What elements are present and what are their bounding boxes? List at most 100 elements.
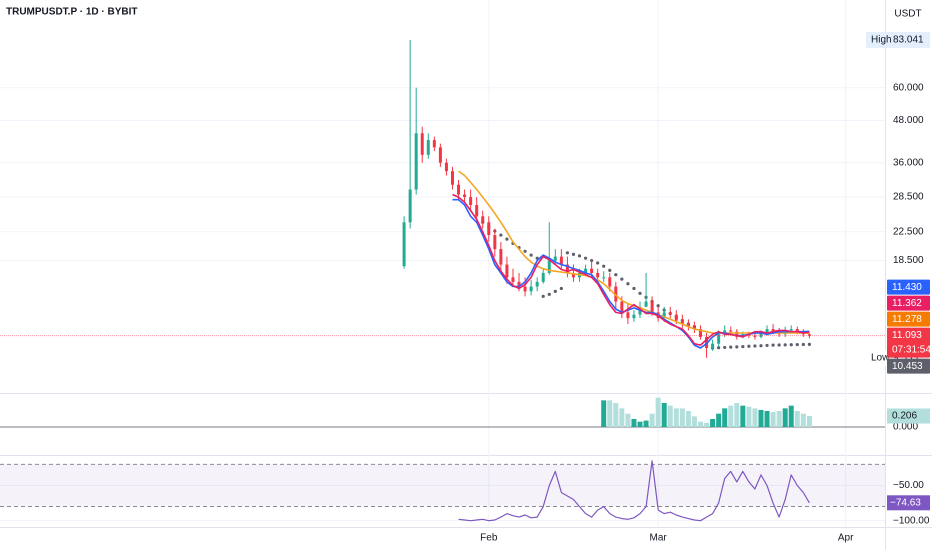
candle-body bbox=[735, 331, 739, 337]
price-tag-label: 11.430 bbox=[892, 282, 922, 293]
candle-body bbox=[523, 286, 527, 292]
volume-bar bbox=[649, 413, 655, 427]
psar-dot bbox=[632, 286, 636, 291]
volume-tag-box bbox=[887, 408, 930, 424]
volume-bar bbox=[710, 419, 716, 427]
candle-body bbox=[402, 222, 406, 267]
price-tag-box bbox=[887, 279, 930, 295]
candle-body bbox=[711, 343, 715, 349]
x-tick-label: Feb bbox=[480, 533, 498, 544]
volume-bar bbox=[619, 408, 625, 427]
candle-body bbox=[674, 314, 678, 321]
candle-body bbox=[438, 147, 442, 163]
candle-body bbox=[463, 194, 467, 198]
candle-body bbox=[626, 312, 630, 319]
candle-body bbox=[620, 301, 624, 313]
psar-dot bbox=[765, 343, 769, 348]
candle-body bbox=[541, 272, 545, 282]
candle-body bbox=[499, 249, 503, 265]
volume-bar bbox=[782, 408, 788, 427]
candle-body bbox=[807, 334, 811, 336]
psar-dot bbox=[783, 343, 787, 347]
volume-bar bbox=[613, 403, 619, 427]
volume-bar bbox=[643, 420, 649, 427]
volume-bar bbox=[788, 405, 794, 427]
candle-body bbox=[644, 301, 648, 307]
candle-body bbox=[469, 197, 473, 206]
psar-dot bbox=[747, 344, 751, 348]
volume-bar bbox=[637, 421, 643, 427]
band-fill bbox=[0, 464, 885, 507]
extreme-label-text: Low bbox=[871, 353, 890, 364]
candle-body bbox=[475, 205, 479, 217]
candle-body bbox=[517, 281, 521, 287]
price-tag-box bbox=[887, 327, 930, 358]
y-tick-label: 18.500 bbox=[893, 255, 924, 266]
candle-body bbox=[547, 260, 551, 273]
psar-dot bbox=[807, 342, 811, 347]
candle-body bbox=[553, 256, 557, 261]
psar-dot bbox=[795, 342, 799, 347]
price-tag-label: 11.362 bbox=[892, 298, 922, 309]
candle-body bbox=[608, 277, 612, 287]
candle-body bbox=[590, 268, 594, 273]
psar-dot bbox=[753, 344, 757, 348]
candle-body bbox=[505, 264, 509, 278]
volume-bar bbox=[673, 408, 679, 427]
psar-dot bbox=[577, 254, 582, 258]
psar-dot bbox=[656, 304, 660, 308]
volume-bar bbox=[734, 403, 740, 427]
psar-dot bbox=[626, 282, 630, 286]
candle-body bbox=[692, 326, 696, 330]
volume-bar bbox=[601, 400, 607, 427]
candle-body bbox=[493, 235, 497, 250]
candle-body bbox=[686, 324, 690, 327]
psar-dot bbox=[583, 256, 588, 260]
chart-title: TRUMPUSDT.P · 1D · BYBIT bbox=[6, 7, 138, 18]
volume-bar bbox=[667, 405, 673, 427]
candle-body bbox=[771, 329, 775, 332]
x-tick-label: Apr bbox=[838, 533, 854, 544]
oscillator-tag-box bbox=[887, 495, 930, 511]
candle-body bbox=[584, 268, 588, 273]
price-tag-label: 11.093 bbox=[892, 330, 922, 341]
volume-bar bbox=[704, 422, 710, 427]
price-tag-box bbox=[887, 295, 930, 311]
moving-average-line bbox=[452, 193, 810, 346]
x-tick-label: Mar bbox=[650, 533, 668, 544]
volume-tag-label: 0.206 bbox=[892, 411, 917, 422]
volume-bar bbox=[625, 413, 631, 427]
volume-bar bbox=[685, 411, 691, 427]
extreme-label-box bbox=[866, 31, 930, 48]
psar-dot bbox=[553, 289, 557, 293]
candle-body bbox=[650, 301, 654, 313]
y-tick-label: 48.000 bbox=[893, 115, 924, 126]
candle-body bbox=[614, 286, 618, 302]
y-tick-label: 28.500 bbox=[893, 192, 924, 203]
volume-bar bbox=[679, 408, 685, 427]
psar-dot bbox=[602, 264, 606, 268]
psar-dot bbox=[529, 253, 533, 257]
candle-body bbox=[426, 140, 430, 155]
volume-bar bbox=[746, 406, 752, 427]
candle-body bbox=[717, 334, 721, 344]
psar-dot bbox=[541, 294, 545, 298]
volume-bar bbox=[806, 416, 812, 427]
candle-body bbox=[408, 189, 412, 223]
price-tag-countdown: 07:31:54 bbox=[892, 344, 931, 355]
extreme-label-text: High bbox=[871, 35, 892, 46]
volume-bar bbox=[631, 419, 637, 427]
candle-body bbox=[729, 330, 733, 332]
candle-body bbox=[662, 312, 666, 319]
psar-dot bbox=[547, 292, 551, 296]
candle-body bbox=[420, 133, 424, 155]
psar-dot bbox=[614, 273, 618, 277]
candle-body bbox=[450, 171, 454, 185]
psar-dot bbox=[741, 344, 745, 349]
y-tick-label: 0.000 bbox=[893, 422, 918, 433]
psar-dot bbox=[723, 345, 727, 350]
psar-dot bbox=[759, 344, 763, 348]
volume-bar bbox=[728, 405, 734, 427]
oscillator-tag-label: −74.63 bbox=[890, 497, 921, 508]
